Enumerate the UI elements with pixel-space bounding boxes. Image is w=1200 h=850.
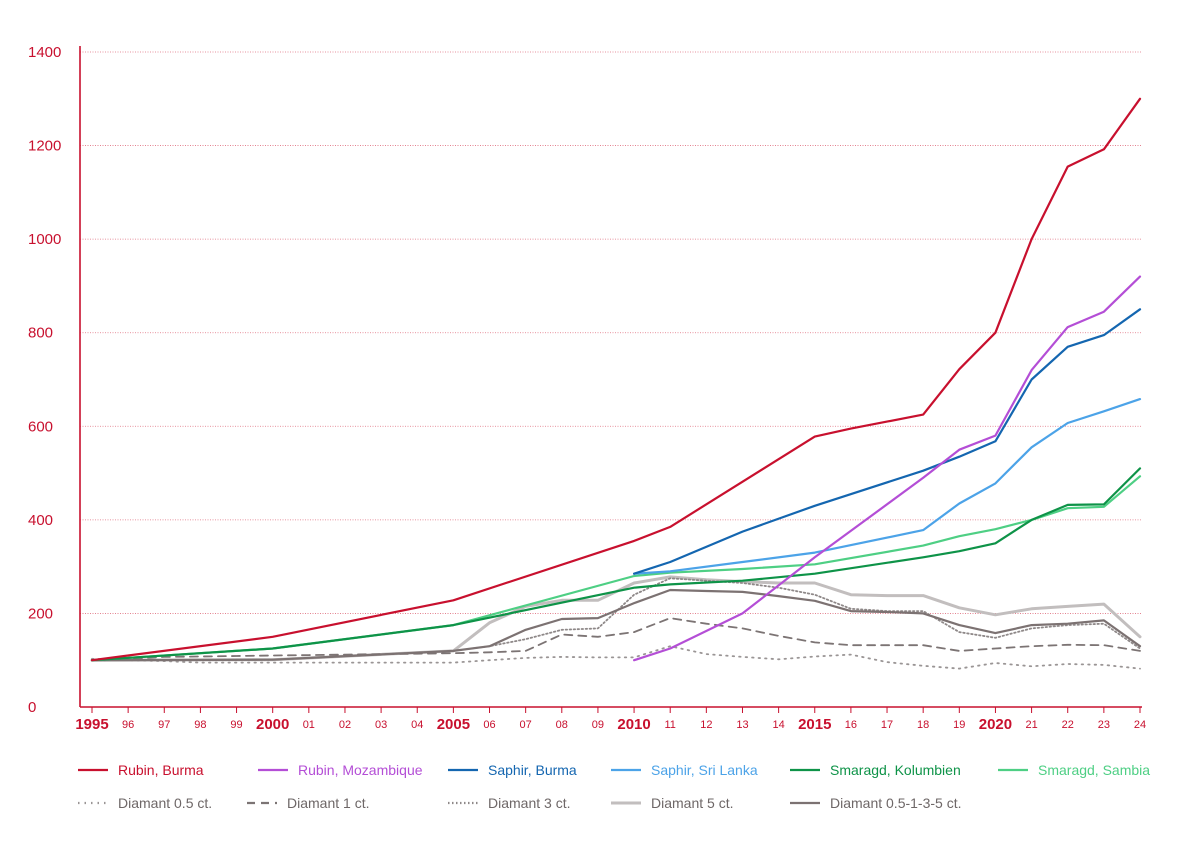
y-tick-label: 400 bbox=[28, 512, 53, 529]
x-tick-label: 08 bbox=[556, 719, 568, 731]
x-tick-label: 07 bbox=[520, 719, 532, 731]
x-tick-label: 17 bbox=[881, 719, 893, 731]
x-tick-label: 23 bbox=[1098, 719, 1110, 731]
series-line-rubin-mozambique bbox=[632, 275, 1142, 662]
x-tick-label: 06 bbox=[483, 719, 495, 731]
x-tick-label: 99 bbox=[230, 719, 242, 731]
x-tick-label: 13 bbox=[736, 719, 748, 731]
gridlines bbox=[80, 51, 1142, 614]
series-line-saphir-burma bbox=[632, 308, 1142, 575]
x-tick-label: 19 bbox=[953, 719, 965, 731]
x-tick-label: 16 bbox=[845, 719, 857, 731]
series-line-smaragd-kolumbien bbox=[90, 467, 1142, 662]
series-line-diamant-3-ct bbox=[91, 577, 1141, 662]
x-tick-label: 03 bbox=[375, 719, 387, 731]
y-tick-label: 1400 bbox=[28, 44, 61, 61]
x-tick-label: 11 bbox=[664, 719, 675, 731]
x-tick-label: 2000 bbox=[256, 716, 289, 733]
x-tick-label: 04 bbox=[411, 719, 423, 731]
legend-label-rubin-mozambique: Rubin, Mozambique bbox=[298, 762, 423, 778]
x-tick-label: 01 bbox=[303, 719, 315, 731]
x-tick-label: 12 bbox=[700, 719, 712, 731]
series-line-diamant-1-ct bbox=[91, 617, 1141, 662]
x-tick-label: 98 bbox=[194, 719, 206, 731]
x-tick-label: 14 bbox=[772, 719, 784, 731]
legend: Rubin, Burma Rubin, Mozambique Saphir, Bur… bbox=[78, 762, 1150, 811]
legend-label-saphir-sri-lanka: Saphir, Sri Lanka bbox=[651, 762, 758, 778]
series-line-saphir-sri-lanka bbox=[632, 398, 1142, 575]
x-tick-label: 09 bbox=[592, 719, 604, 731]
x-tick-label: 24 bbox=[1134, 719, 1146, 731]
x-axis-tick-marks bbox=[91, 707, 1141, 713]
legend-label-diamant-0-5-1-3-5-ct: Diamant 0.5-1-3-5 ct. bbox=[830, 795, 962, 811]
x-tick-label: 97 bbox=[158, 719, 170, 731]
legend-label-diamant-5-ct: Diamant 5 ct. bbox=[651, 795, 733, 811]
y-tick-label: 600 bbox=[28, 418, 53, 435]
legend-label-rubin-burma: Rubin, Burma bbox=[118, 762, 204, 778]
series-line-smaragd-sambia bbox=[90, 475, 1142, 662]
x-tick-label: 2015 bbox=[798, 716, 831, 733]
x-tick-label: 2020 bbox=[979, 716, 1012, 733]
series-line-diamant-0-5-1-3-5-ct bbox=[90, 588, 1142, 662]
y-axis-ticks: 0 200 400 600 800 1000 1200 1400 bbox=[28, 44, 61, 716]
y-tick-label: 200 bbox=[28, 605, 53, 622]
y-tick-label: 1200 bbox=[28, 138, 61, 155]
legend-label-diamant-0-5-ct: Diamant 0.5 ct. bbox=[118, 795, 212, 811]
x-tick-label: 96 bbox=[122, 719, 134, 731]
x-tick-label: 2010 bbox=[617, 716, 650, 733]
x-tick-label: 02 bbox=[339, 719, 351, 731]
series-line-diamant-0-5-ct bbox=[91, 645, 1141, 670]
x-tick-label: 21 bbox=[1025, 719, 1037, 731]
legend-label-diamant-3-ct: Diamant 3 ct. bbox=[488, 795, 570, 811]
x-tick-label: 22 bbox=[1062, 719, 1074, 731]
legend-label-saphir-burma: Saphir, Burma bbox=[488, 762, 577, 778]
legend-label-diamant-1-ct: Diamant 1 ct. bbox=[287, 795, 369, 811]
legend-label-smaragd-kolumbien: Smaragd, Kolumbien bbox=[830, 762, 961, 778]
series-line-rubin-burma bbox=[90, 97, 1142, 662]
x-tick-label: 2005 bbox=[437, 716, 470, 733]
y-tick-label: 800 bbox=[28, 325, 53, 342]
series-lines bbox=[90, 97, 1142, 670]
x-tick-label: 18 bbox=[917, 719, 929, 731]
y-tick-label: 0 bbox=[28, 699, 36, 716]
x-tick-label: 1995 bbox=[75, 716, 108, 733]
legend-label-smaragd-sambia: Smaragd, Sambia bbox=[1038, 762, 1150, 778]
x-axis-tick-labels: 1995 96 97 98 99 2000 01 02 03 04 2005 06 07 08 09 2010… bbox=[75, 716, 1146, 733]
series-line-diamant-5-ct bbox=[90, 575, 1142, 662]
y-tick-label: 1000 bbox=[28, 231, 61, 248]
